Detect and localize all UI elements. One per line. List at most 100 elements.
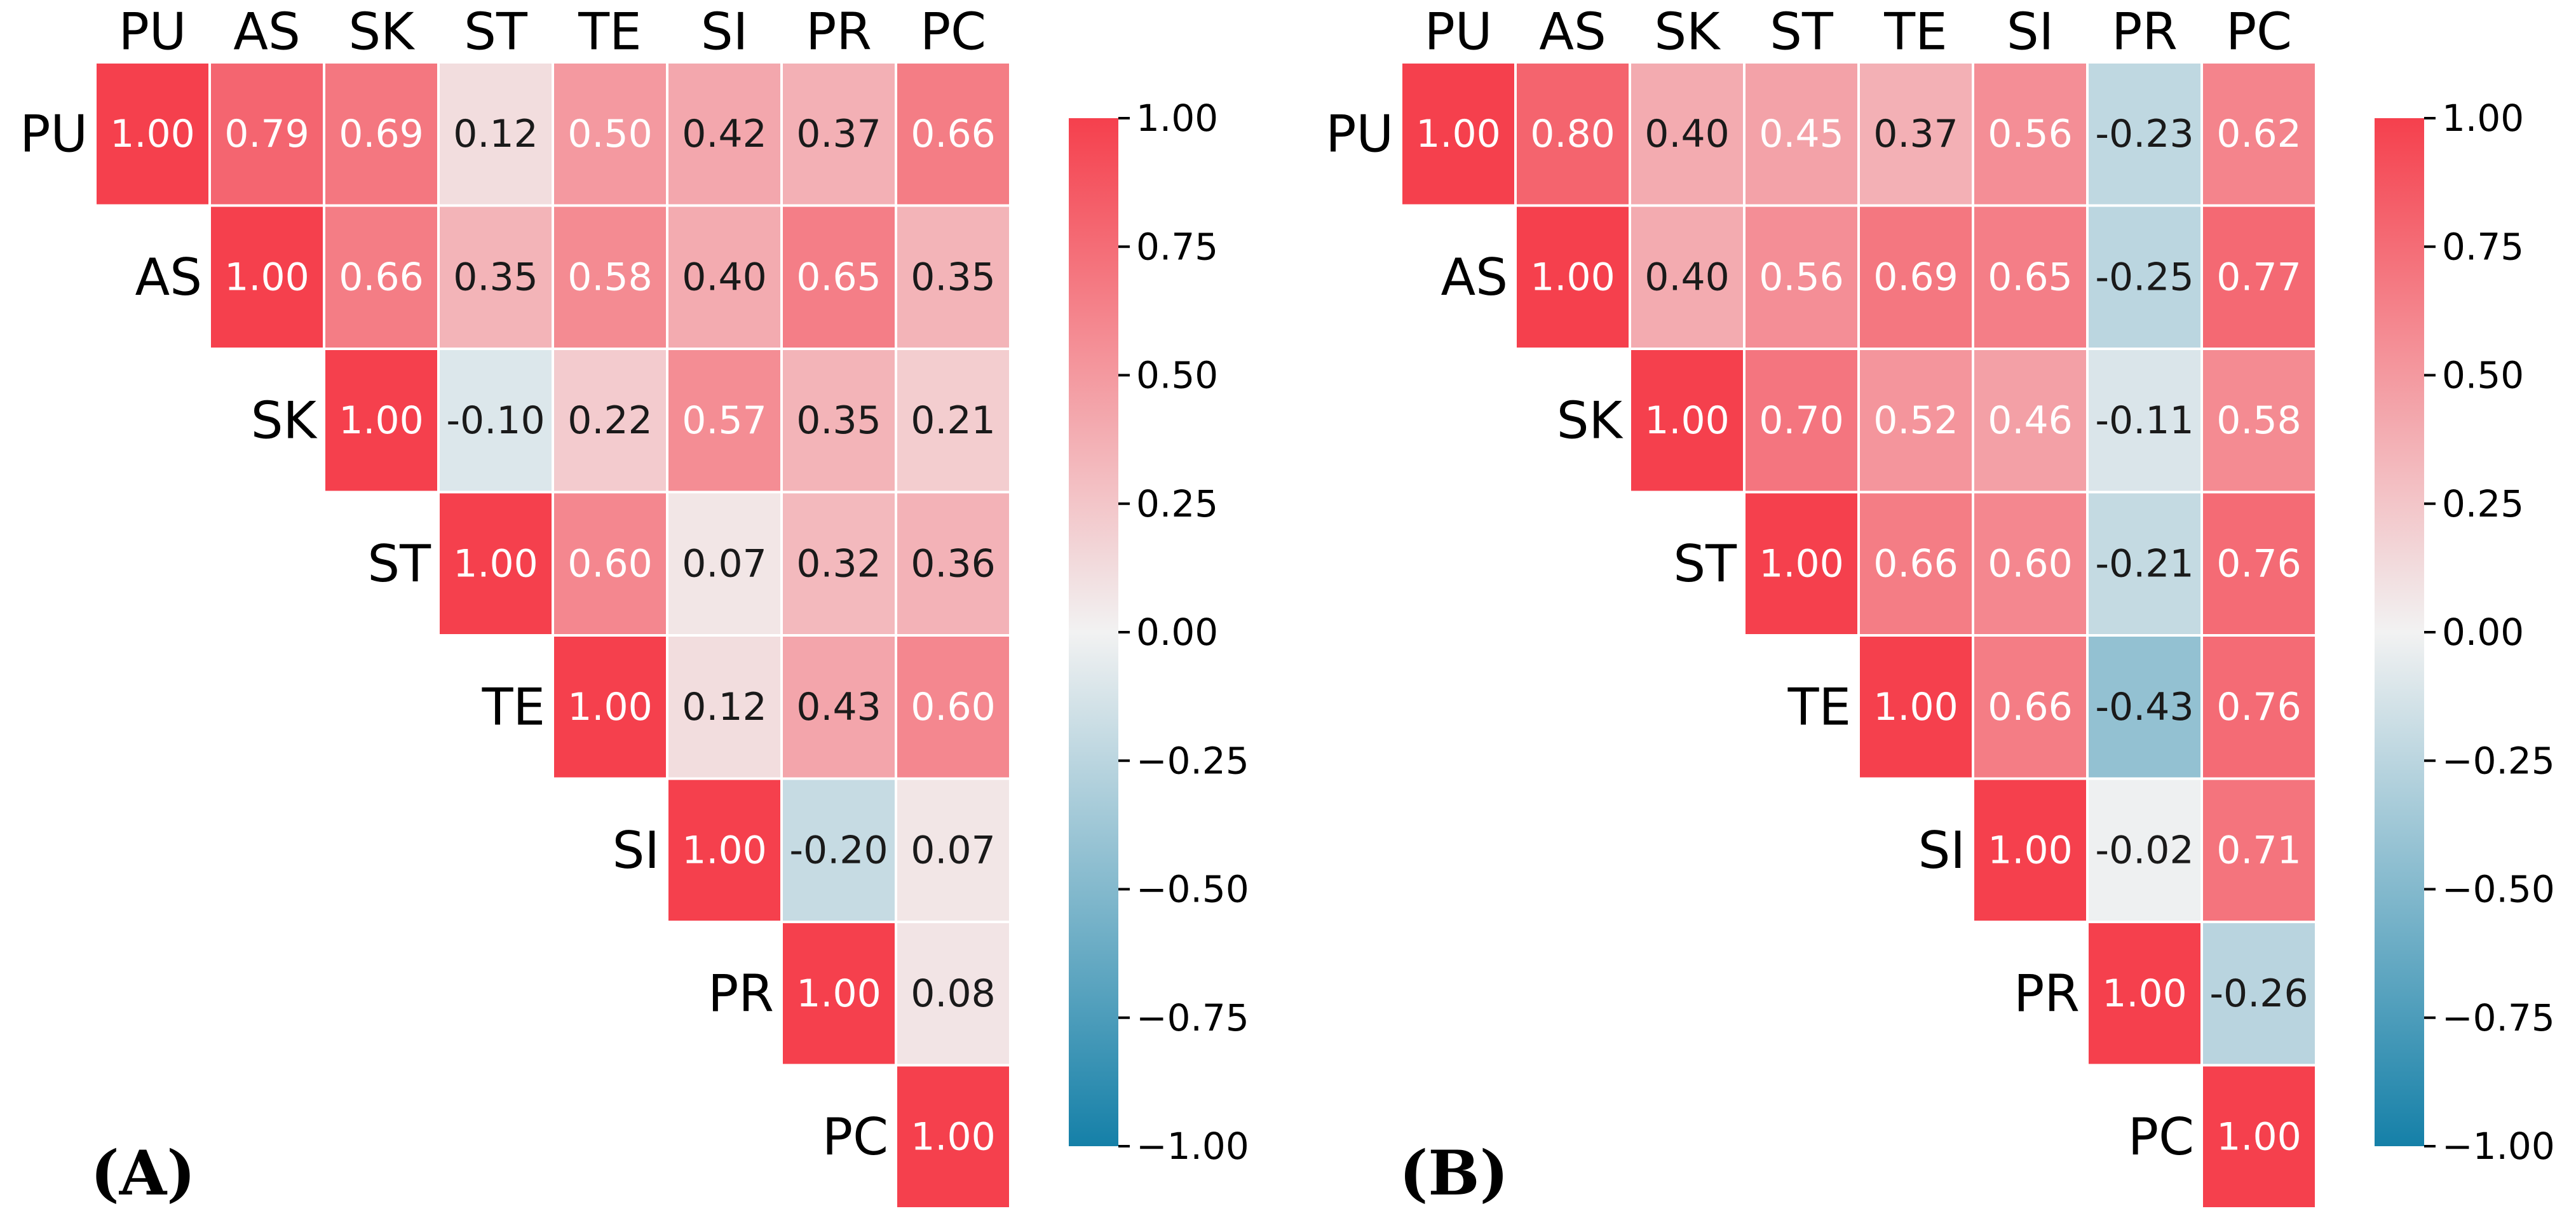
heatmap-cell [552,348,668,494]
colorbar-tick-label: −0.50 [2442,868,2555,911]
cell-value-label: -0.25 [2095,255,2193,299]
cell-value-label: 0.58 [567,255,653,299]
colorbar-tick-label: −0.75 [1136,996,1249,1039]
colorbar-tick-label: −0.75 [2442,996,2555,1039]
colorbar-tick-label: −1.00 [1136,1125,1249,1168]
heatmap-cell [1972,348,2089,494]
column-label: AS [1539,3,1606,62]
cell-value-label: 0.80 [1530,112,1615,156]
cell-value-label: 0.36 [911,541,996,586]
cell-value-label: 0.65 [796,255,881,299]
heatmap-cell [2086,491,2203,637]
cell-value-label: 0.35 [911,255,996,299]
cell-value-label: -0.21 [2095,541,2193,586]
row-label: PR [708,964,774,1023]
row-label: PU [1325,104,1393,163]
row-label: TE [482,677,545,736]
column-label: SK [348,3,416,62]
row-label: TE [1787,677,1851,736]
cell-value-label: 0.35 [796,398,881,443]
row-label: PC [2128,1107,2194,1167]
cell-value-label: 0.08 [911,971,996,1016]
column-label: PC [920,3,986,62]
heatmap-cell [1629,204,1746,350]
heatmap-cell [1972,491,2089,637]
cell-value-label: 1.00 [567,685,653,729]
column-label: ST [464,3,528,62]
colorbar-tick-label: 0.00 [1136,611,1218,654]
heatmap-cell [2086,204,2203,350]
column-label: PR [2112,3,2178,62]
heatmap-cell [666,348,783,494]
colorbar-tick-label: 0.50 [2442,354,2524,397]
row-label: PR [2014,964,2080,1023]
heatmap-cell [552,204,668,350]
cell-value-label: 1.00 [682,828,767,872]
cell-value-label: 0.66 [911,112,996,156]
heatmap-cell [323,204,440,350]
heatmap-cell [666,61,783,207]
row-label: SI [1918,821,1965,880]
column-label: SK [1654,3,1721,62]
column-label: SI [2007,3,2054,62]
cell-value-label: 1.00 [1644,398,1730,443]
cell-value-label: 0.07 [911,828,996,872]
cell-value-label: 0.56 [1988,112,2073,156]
row-label: SK [1557,391,1624,450]
heatmap-cell [2086,777,2203,923]
column-label: PC [2226,3,2292,62]
heatmap-cell [1743,204,1860,350]
cell-value-label: 0.50 [567,112,653,156]
cell-value-label: 0.37 [1873,112,1958,156]
cell-value-label: 0.40 [1644,255,1730,299]
cell-value-label: -0.43 [2095,685,2193,729]
colorbar-tick-label: 1.00 [1136,97,1218,140]
panel-label: (A) [90,1137,195,1209]
heatmap-cell [895,491,1012,637]
cell-value-label: -0.20 [789,828,888,872]
cell-value-label: 1.00 [1873,685,1958,729]
column-label: ST [1770,3,1834,62]
cell-value-label: 0.45 [1759,112,1844,156]
heatmap-cell [895,1064,1012,1210]
column-label: PU [119,3,187,62]
row-label: SK [251,391,318,450]
cell-value-label: 1.00 [339,398,424,443]
column-label: TE [578,3,641,62]
cell-value-label: -0.23 [2095,112,2193,156]
heatmap-cell [1743,348,1860,494]
cell-value-label: 1.00 [453,541,538,586]
cell-value-label: 0.60 [911,685,996,729]
cell-value-label: -0.02 [2095,828,2193,872]
cell-value-label: 1.00 [1759,541,1844,586]
cell-value-label: 0.22 [567,398,653,443]
cell-value-label: 0.35 [453,255,538,299]
row-label: ST [367,534,431,593]
cell-value-label: -0.26 [2209,971,2308,1016]
cell-value-label: 1.00 [796,971,881,1016]
cell-value-label: 0.79 [224,112,309,156]
heatmap-cell [1857,634,1974,780]
heatmap-cell [780,921,897,1067]
heatmap-cell [780,634,897,780]
cell-value-label: 0.57 [682,398,767,443]
cell-value-label: 0.60 [1988,541,2073,586]
colorbar-tick-label: 0.75 [2442,225,2524,268]
colorbar-tick-label: 0.25 [2442,482,2524,525]
cell-value-label: 1.00 [1416,112,1501,156]
heatmap-cell [780,348,897,494]
cell-value-label: 0.69 [339,112,424,156]
cell-value-label: 0.56 [1759,255,1844,299]
cell-value-label: 0.65 [1988,255,2073,299]
row-label: PC [822,1107,888,1167]
cell-value-label: 0.40 [682,255,767,299]
heatmap-cell [323,61,440,207]
panel-b: 1.00 0.80 0.40 0.45 0.37 0.56 -0.23 0.62 1.00 0.4… [1325,3,2555,1210]
cell-value-label: -0.10 [446,398,545,443]
colorbar-tick-label: 0.25 [1136,482,1218,525]
cell-value-label: 0.46 [1988,398,2073,443]
cell-value-label: 0.76 [2216,685,2301,729]
heatmap-cell [895,348,1012,494]
